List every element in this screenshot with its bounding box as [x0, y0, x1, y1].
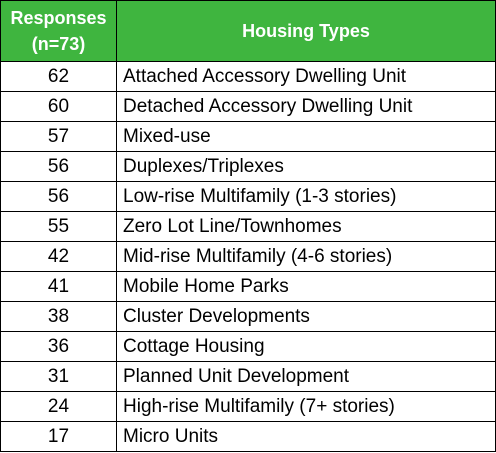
housing-type-name: Attached Accessory Dwelling Unit: [116, 61, 496, 92]
response-count: 55: [0, 211, 117, 242]
response-count: 62: [0, 61, 117, 92]
response-count: 56: [0, 181, 117, 212]
table-row: 60 Detached Accessory Dwelling Unit: [0, 91, 496, 122]
housing-type-name: Cottage Housing: [116, 331, 496, 362]
housing-type-name: Planned Unit Development: [116, 361, 496, 392]
response-count: 60: [0, 91, 117, 122]
housing-type-name: Mid-rise Multifamily (4-6 stories): [116, 241, 496, 272]
housing-type-name: Micro Units: [116, 421, 496, 452]
response-count: 31: [0, 361, 117, 392]
table-row: 17 Micro Units: [0, 421, 496, 452]
table-row: 57 Mixed-use: [0, 121, 496, 152]
responses-header-line2: (n=73): [31, 34, 86, 54]
table-row: 31 Planned Unit Development: [0, 361, 496, 392]
table-row: 38 Cluster Developments: [0, 301, 496, 332]
responses-header-line1: Responses: [10, 8, 107, 28]
response-count: 24: [0, 391, 117, 422]
housing-type-name: Mobile Home Parks: [116, 271, 496, 302]
housing-type-name: Low-rise Multifamily (1-3 stories): [116, 181, 496, 212]
housing-types-header: Housing Types: [116, 0, 496, 62]
table-row: 42 Mid-rise Multifamily (4-6 stories): [0, 241, 496, 272]
housing-type-name: Mixed-use: [116, 121, 496, 152]
response-count: 38: [0, 301, 117, 332]
table-row: 36 Cottage Housing: [0, 331, 496, 362]
housing-type-name: Duplexes/Triplexes: [116, 151, 496, 182]
housing-type-name: High-rise Multifamily (7+ stories): [116, 391, 496, 422]
table-row: 56 Duplexes/Triplexes: [0, 151, 496, 182]
table-row: 55 Zero Lot Line/Townhomes: [0, 211, 496, 242]
response-count: 41: [0, 271, 117, 302]
table-row: 24 High-rise Multifamily (7+ stories): [0, 391, 496, 422]
housing-type-name: Zero Lot Line/Townhomes: [116, 211, 496, 242]
response-count: 36: [0, 331, 117, 362]
responses-header: Responses (n=73): [0, 0, 117, 62]
response-count: 57: [0, 121, 117, 152]
housing-type-name: Detached Accessory Dwelling Unit: [116, 91, 496, 122]
header-row: Responses (n=73) Housing Types: [0, 0, 496, 62]
housing-type-name: Cluster Developments: [116, 301, 496, 332]
table-row: 62 Attached Accessory Dwelling Unit: [0, 61, 496, 92]
table-row: 41 Mobile Home Parks: [0, 271, 496, 302]
response-count: 42: [0, 241, 117, 272]
response-count: 56: [0, 151, 117, 182]
table-row: 56 Low-rise Multifamily (1-3 stories): [0, 181, 496, 212]
response-count: 17: [0, 421, 117, 452]
